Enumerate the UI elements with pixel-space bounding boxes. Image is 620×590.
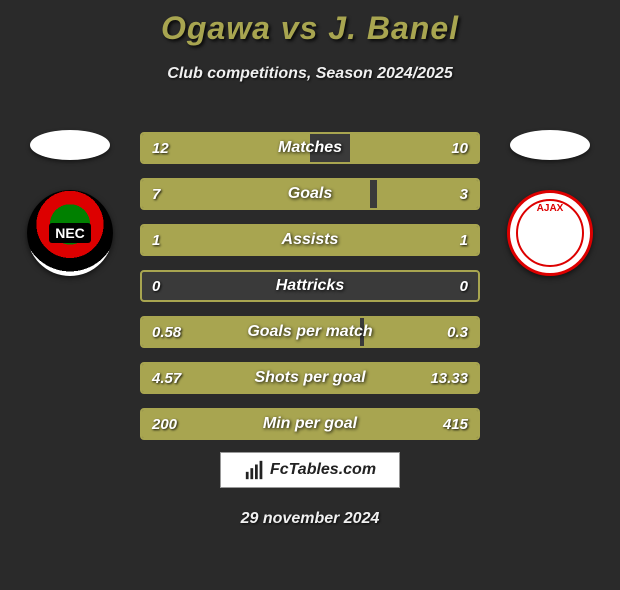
right-club-badge-icon	[507, 190, 593, 276]
stat-label: Matches	[142, 139, 478, 157]
stat-row: 73Goals	[140, 178, 480, 210]
right-player-block	[500, 130, 600, 290]
stat-row: 0.580.3Goals per match	[140, 316, 480, 348]
page-title: Ogawa vs J. Banel	[0, 10, 620, 47]
stat-label: Assists	[142, 231, 478, 249]
stat-label: Hattricks	[142, 277, 478, 295]
bar-chart-icon	[244, 459, 266, 481]
footer-brand-text: FcTables.com	[270, 461, 376, 479]
left-flag-icon	[30, 130, 110, 160]
stat-row: 1210Matches	[140, 132, 480, 164]
stat-label: Min per goal	[142, 415, 478, 433]
stat-row: 4.5713.33Shots per goal	[140, 362, 480, 394]
footer-brand[interactable]: FcTables.com	[220, 452, 400, 488]
date-text: 29 november 2024	[0, 510, 620, 528]
stat-row: 00Hattricks	[140, 270, 480, 302]
stats-container: 1210Matches 73Goals 11Assists 00Hattricks 0.…	[140, 132, 480, 440]
right-flag-icon	[510, 130, 590, 160]
stat-label: Shots per goal	[142, 369, 478, 387]
subtitle: Club competitions, Season 2024/2025	[0, 65, 620, 83]
stat-label: Goals per match	[142, 323, 478, 341]
stat-row: 11Assists	[140, 224, 480, 256]
left-player-block	[20, 130, 120, 290]
stat-row: 200415Min per goal	[140, 408, 480, 440]
stat-label: Goals	[142, 185, 478, 203]
left-club-badge-icon	[27, 190, 113, 276]
